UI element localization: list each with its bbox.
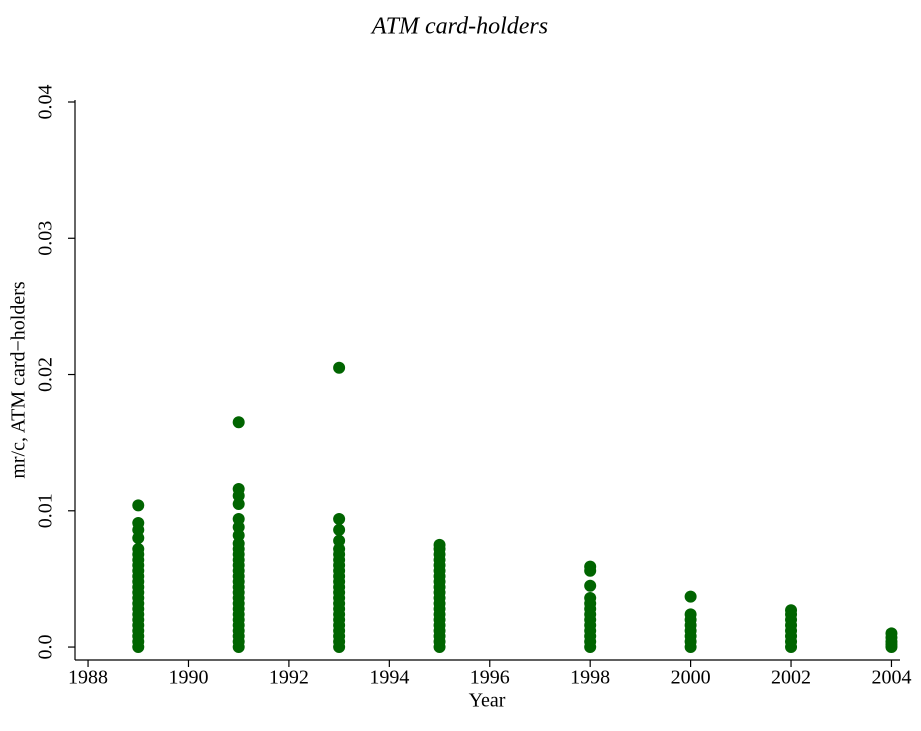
y-tick-label: 0.03 [35,221,57,256]
point [333,361,346,374]
point [333,512,346,525]
x-tick-label: 1992 [269,667,309,689]
point [584,592,597,604]
point [232,416,245,429]
point [433,538,446,551]
x-tick-label: 1998 [570,667,610,689]
x-axis-label: Year [469,690,506,712]
x-tick-label: 2002 [771,667,811,689]
point [132,542,145,555]
x-tick-label: 1996 [470,667,510,689]
x-tick-label: 2004 [871,667,911,689]
x-tick-label: 1988 [68,667,108,689]
y-tick-label: 0.02 [35,357,57,392]
point [232,482,245,495]
y-tick-label: 0.04 [35,85,57,120]
point [584,560,597,573]
x-tick-label: 1990 [168,667,208,689]
point [132,499,145,512]
point [584,579,597,592]
point [684,590,697,603]
point [785,604,798,617]
y-axis-label: mr/c, ATM card−holders [8,281,30,479]
point [333,523,346,536]
point [684,608,697,621]
point [333,534,346,547]
chart-title: ATM card-holders [370,14,548,40]
x-tick-label: 2000 [671,667,711,689]
y-tick-label: 0.0 [35,635,57,660]
point [132,517,145,530]
y-tick-label: 0.01 [35,493,57,528]
point [232,512,245,525]
x-tick-label: 1994 [369,667,409,689]
point [885,627,898,640]
